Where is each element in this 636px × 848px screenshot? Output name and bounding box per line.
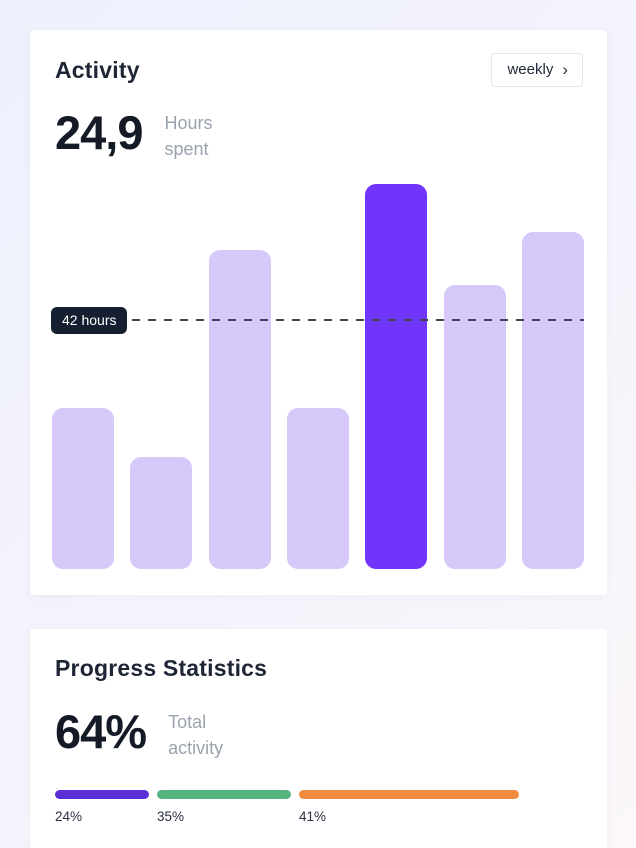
progress-segment-label-2: 35% (157, 808, 185, 824)
progress-segment-label-3: 41% (299, 808, 327, 824)
progress-segment-2: 35% (157, 789, 291, 824)
total-activity-label: Total activity (168, 712, 224, 759)
activity-card-header: Activity weekly › (30, 30, 607, 87)
total-activity-value: 64% (55, 705, 147, 758)
progress-statistics-card: Progress Statistics 64% Total activity 2… (30, 629, 607, 848)
hours-spent-value: 24,9 (55, 106, 143, 159)
progress-segments: 24% 35% 41% (55, 789, 582, 824)
chart-bar-5 (365, 183, 428, 569)
progress-segment-1: 24% (55, 789, 149, 824)
chart-bar-7 (521, 231, 584, 569)
chart-bar-4 (286, 407, 349, 569)
hours-spent-stat: 24,9 Hours spent (30, 104, 607, 163)
progress-segment-bar-3 (299, 789, 519, 799)
progress-title: Progress Statistics (55, 655, 268, 681)
progress-card-body: Progress Statistics 64% Total activity 2… (30, 629, 607, 824)
period-selector-label: weekly (507, 61, 554, 78)
chart-bar-2 (130, 456, 193, 569)
activity-card: Activity weekly › 24,9 Hours spent 42 ho… (30, 30, 607, 595)
progress-segment-bar-1 (55, 789, 149, 799)
progress-segment-3: 41% (299, 789, 519, 824)
progress-segment-bar-2 (157, 789, 291, 799)
progress-segment-label-1: 24% (55, 808, 83, 824)
period-selector-button[interactable]: weekly › (491, 53, 583, 87)
chart-bar-1 (52, 407, 114, 569)
reference-dashed-line (52, 318, 584, 321)
reference-badge: 42 hours (51, 306, 128, 334)
chart-bar-3 (208, 249, 271, 569)
chevron-right-icon: › (562, 60, 568, 79)
activity-title: Activity (55, 56, 140, 83)
chart-bars (52, 180, 584, 569)
chart-bar-6 (443, 284, 506, 569)
hours-spent-label: Hours spent (164, 113, 213, 160)
total-activity-stat: 64% Total activity (55, 703, 582, 762)
activity-bar-chart: 42 hours (51, 180, 584, 569)
